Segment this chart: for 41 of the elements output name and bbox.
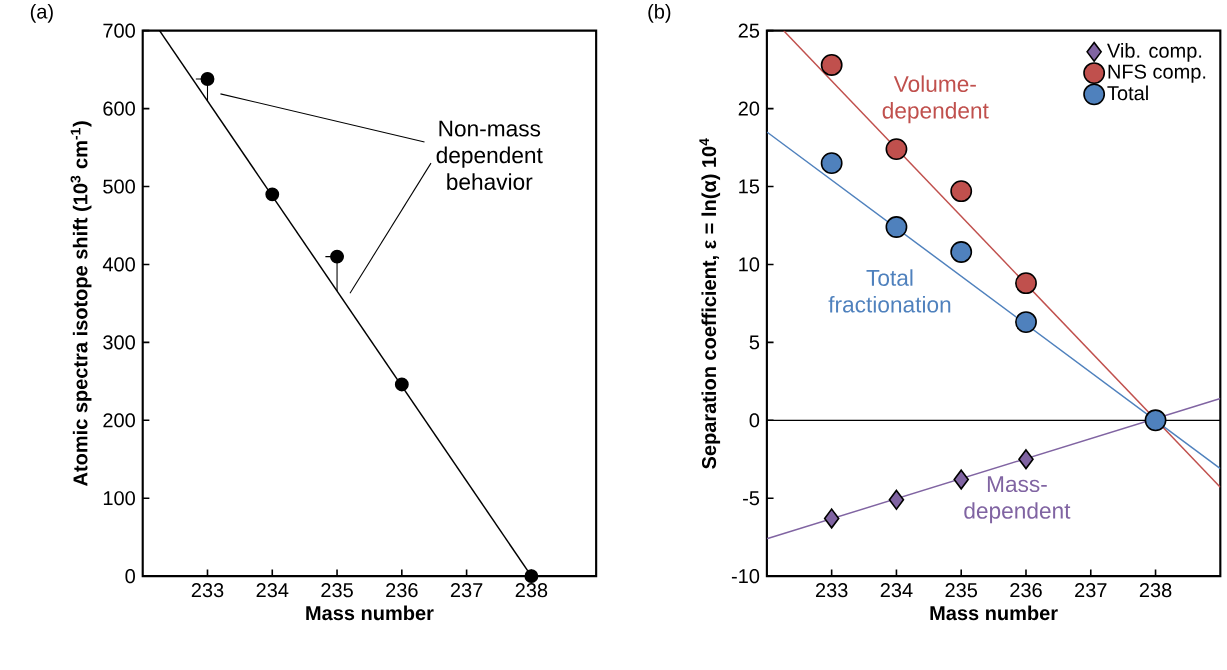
- y-tick-label: 600: [103, 101, 135, 116]
- y-tick-label: 20: [738, 101, 760, 116]
- legend-label: Vib. comp.: [1107, 43, 1202, 62]
- series-label: Mass-dependent: [964, 476, 1071, 524]
- x-tick-label: 238: [1139, 583, 1172, 598]
- y-tick-label: 500: [103, 179, 135, 194]
- x-tick-label: 236: [386, 583, 418, 598]
- x-axis-title: Mass number: [930, 605, 1058, 621]
- x-axis-title: Mass number: [306, 605, 434, 621]
- chart-title: (b): [648, 4, 671, 23]
- y-tick-label: 5: [749, 335, 760, 350]
- y-tick-label: 200: [103, 413, 135, 428]
- y-tick-label: 400: [102, 257, 135, 272]
- x-tick-label: 235: [945, 583, 978, 598]
- legend-label: Total: [1107, 85, 1148, 101]
- x-tick-label: 237: [450, 583, 483, 598]
- series-label: Volume-dependent: [882, 75, 989, 124]
- x-tick-label: 238: [515, 583, 548, 598]
- y-tick-label: 0: [749, 413, 760, 428]
- chart-title: (a): [30, 4, 53, 23]
- y-tick-label: 300: [103, 335, 135, 350]
- y-axis-title: Atomic spectra isotope shift (10$^{3}$ cm$^{-1}$): [70, 121, 92, 487]
- series-label: Total fractionation: [828, 269, 951, 313]
- x-tick-label: 235: [321, 583, 353, 598]
- annotation: Non-mass dependent behavior: [436, 121, 543, 191]
- x-tick-label: 234: [880, 583, 913, 598]
- y-tick-label: 10: [739, 257, 760, 272]
- x-tick-label: 233: [815, 583, 848, 598]
- y-axis-title: Separation coefficient, ε = ln(α) 10$^{4}$: [699, 138, 721, 470]
- legend-label: NFS comp.: [1108, 64, 1206, 83]
- y-tick-label: 100: [103, 491, 135, 506]
- y-tick-label: 15: [739, 179, 760, 194]
- y-tick-label: 700: [103, 23, 135, 38]
- y-tick-label: 25: [738, 23, 760, 38]
- y-tick-label: -10: [731, 569, 760, 584]
- x-tick-label: 234: [256, 583, 289, 598]
- x-tick-label: 236: [1010, 583, 1042, 598]
- x-tick-label: 237: [1075, 583, 1107, 598]
- y-tick-label: -5: [743, 491, 760, 506]
- x-tick-label: 233: [191, 583, 224, 598]
- y-tick-label: 0: [125, 569, 135, 584]
